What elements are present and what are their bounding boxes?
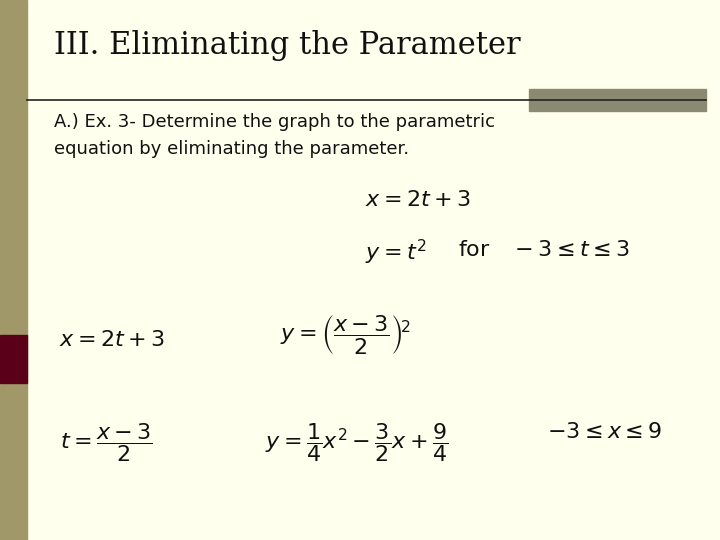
Bar — [0, 0, 27, 540]
Text: $-3 \leq x \leq 9$: $-3 \leq x \leq 9$ — [547, 421, 662, 443]
Text: $y = \dfrac{1}{4}x^2 - \dfrac{3}{2}x + \dfrac{9}{4}$: $y = \dfrac{1}{4}x^2 - \dfrac{3}{2}x + \… — [265, 421, 448, 464]
Text: III. Eliminating the Parameter: III. Eliminating the Parameter — [54, 30, 521, 60]
Text: A.) Ex. 3- Determine the graph to the parametric: A.) Ex. 3- Determine the graph to the pa… — [54, 113, 495, 131]
Text: $y = \left(\dfrac{x-3}{2}\right)^{\!2}$: $y = \left(\dfrac{x-3}{2}\right)^{\!2}$ — [280, 313, 411, 356]
Text: $x = 2t + 3$: $x = 2t + 3$ — [365, 189, 470, 211]
Text: equation by eliminating the parameter.: equation by eliminating the parameter. — [54, 140, 409, 158]
Text: $t = \dfrac{x-3}{2}$: $t = \dfrac{x-3}{2}$ — [60, 421, 153, 464]
Bar — [529, 89, 706, 111]
Bar — [0, 335, 27, 383]
Text: $x = 2t + 3$: $x = 2t + 3$ — [59, 329, 164, 352]
Text: $\mathrm{for}\quad -3 \leq t \leq 3$: $\mathrm{for}\quad -3 \leq t \leq 3$ — [458, 239, 629, 261]
Text: $y = t^{2}$: $y = t^{2}$ — [365, 238, 427, 267]
